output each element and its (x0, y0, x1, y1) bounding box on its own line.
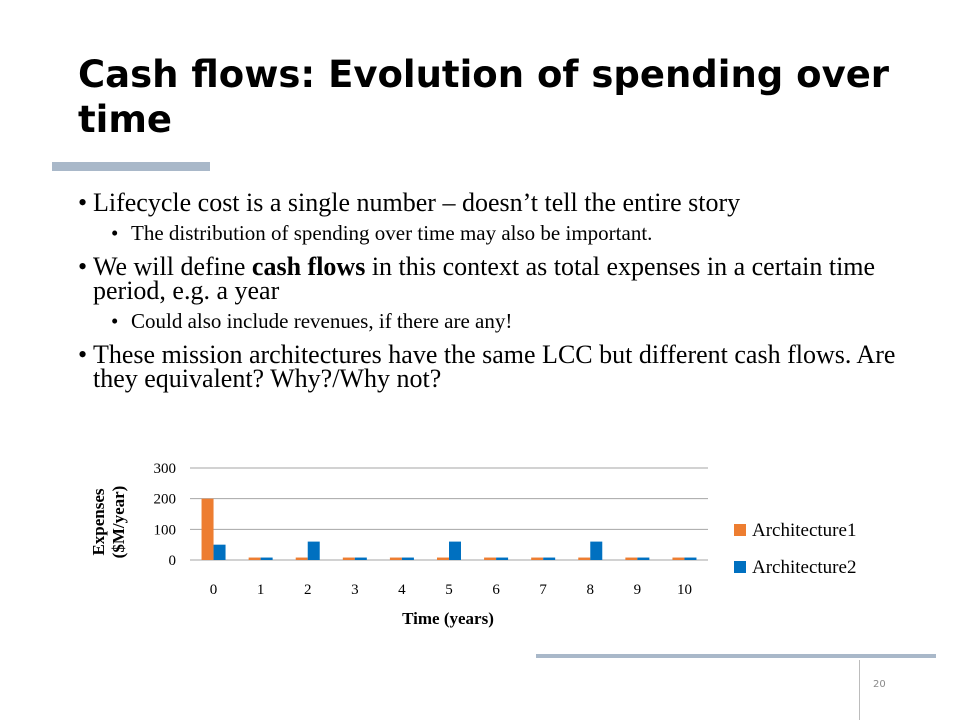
title-accent-bar (52, 162, 210, 171)
bar-architecture2-5 (449, 541, 461, 560)
cash-flow-chart: 0 100 200 300 0 1 2 3 4 5 6 7 8 9 10 Time (years) Expens… (86, 452, 906, 642)
x-tick-label: 8 (587, 582, 595, 598)
bar-architecture2-6 (496, 557, 509, 560)
bullet-text-post: in this context as total expenses in a c… (93, 252, 876, 305)
bullet-bold-term: cash flows (251, 252, 366, 281)
bar-architecture1-10 (672, 557, 685, 560)
footer-accent-bar (536, 654, 936, 658)
sub-bullet-item: • Could also include revenues, if there a… (111, 309, 918, 333)
x-tick-label: 3 (351, 582, 359, 598)
x-tick-label: 5 (445, 582, 453, 598)
bar-architecture2-3 (354, 557, 367, 560)
sub-bullet-item: • The distribution of spending over time … (111, 221, 918, 245)
bullet-text: The distribution of spending over time m… (131, 221, 653, 245)
legend-swatch-architecture1 (734, 524, 746, 536)
bar-architecture1-4 (389, 557, 402, 560)
page-number: 20 (873, 679, 886, 690)
x-tick-label: 1 (257, 582, 265, 598)
bar-architecture1-8 (578, 557, 591, 560)
bar-architecture1-9 (625, 557, 638, 560)
y-tick-label: 300 (154, 461, 177, 477)
bar-architecture1-2 (295, 557, 308, 560)
x-tick-label: 0 (210, 582, 218, 598)
bullet-item: • We will define cash flows in this conte… (78, 252, 918, 305)
bullet-item: • These mission architectures have the sa… (78, 340, 918, 393)
y-axis-label-line: ($M/year) (109, 486, 128, 559)
bar-architecture1-1 (248, 557, 261, 560)
bullet-text-pre: We will define (93, 252, 252, 281)
x-tick-label: 7 (539, 582, 547, 598)
x-axis-label: Time (years) (402, 609, 494, 628)
x-tick-label: 9 (634, 582, 642, 598)
bullet-list: • Lifecycle cost is a single number – doe… (78, 188, 918, 397)
slide-title: Cash flows: Evolution of spending over t… (78, 53, 890, 141)
bar-architecture2-2 (307, 541, 320, 560)
bullet-dot: • (78, 188, 88, 217)
bullet-text: These mission architectures have the sam… (93, 340, 896, 393)
bar-architecture2-1 (260, 557, 273, 560)
bullet-dot: • (78, 252, 88, 281)
bullet-text: Could also include revenues, if there ar… (131, 309, 513, 333)
x-tick-label: 10 (677, 582, 692, 598)
x-tick-label: 2 (304, 582, 312, 598)
bar-architecture2-8 (590, 541, 603, 560)
bar-architecture1-3 (342, 557, 355, 560)
y-axis-label-line: Expenses (89, 488, 108, 555)
bar-architecture1-0 (201, 498, 214, 560)
bar-chart-svg: 0 100 200 300 0 1 2 3 4 5 6 7 8 9 10 Time (years) Expens… (89, 461, 856, 628)
legend-label-architecture1: Architecture1 (752, 520, 856, 541)
bullet-item: • Lifecycle cost is a single number – doe… (78, 188, 918, 217)
bullet-dot: • (111, 309, 119, 333)
bullet-dot: • (78, 340, 88, 369)
y-axis-label: Expenses($M/year) (89, 486, 128, 559)
bar-architecture2-9 (637, 557, 650, 560)
y-tick-label: 100 (154, 522, 177, 538)
legend-label-architecture2: Architecture2 (752, 557, 856, 578)
y-tick-label: 200 (154, 492, 177, 508)
y-tick-label: 0 (169, 553, 177, 569)
bullet-text: Lifecycle cost is a single number – does… (93, 188, 741, 217)
x-tick-label: 4 (398, 582, 406, 598)
legend-swatch-architecture2 (734, 561, 746, 573)
bar-architecture1-5 (437, 557, 449, 560)
footer-divider (859, 660, 860, 720)
bar-architecture2-4 (401, 557, 414, 560)
bullet-dot: • (111, 221, 119, 245)
x-tick-label: 6 (492, 582, 500, 598)
bar-architecture2-7 (543, 557, 556, 560)
bar-architecture1-6 (484, 557, 497, 560)
bar-architecture2-10 (684, 557, 697, 560)
bar-architecture1-7 (531, 557, 544, 560)
bar-architecture2-0 (213, 544, 226, 560)
